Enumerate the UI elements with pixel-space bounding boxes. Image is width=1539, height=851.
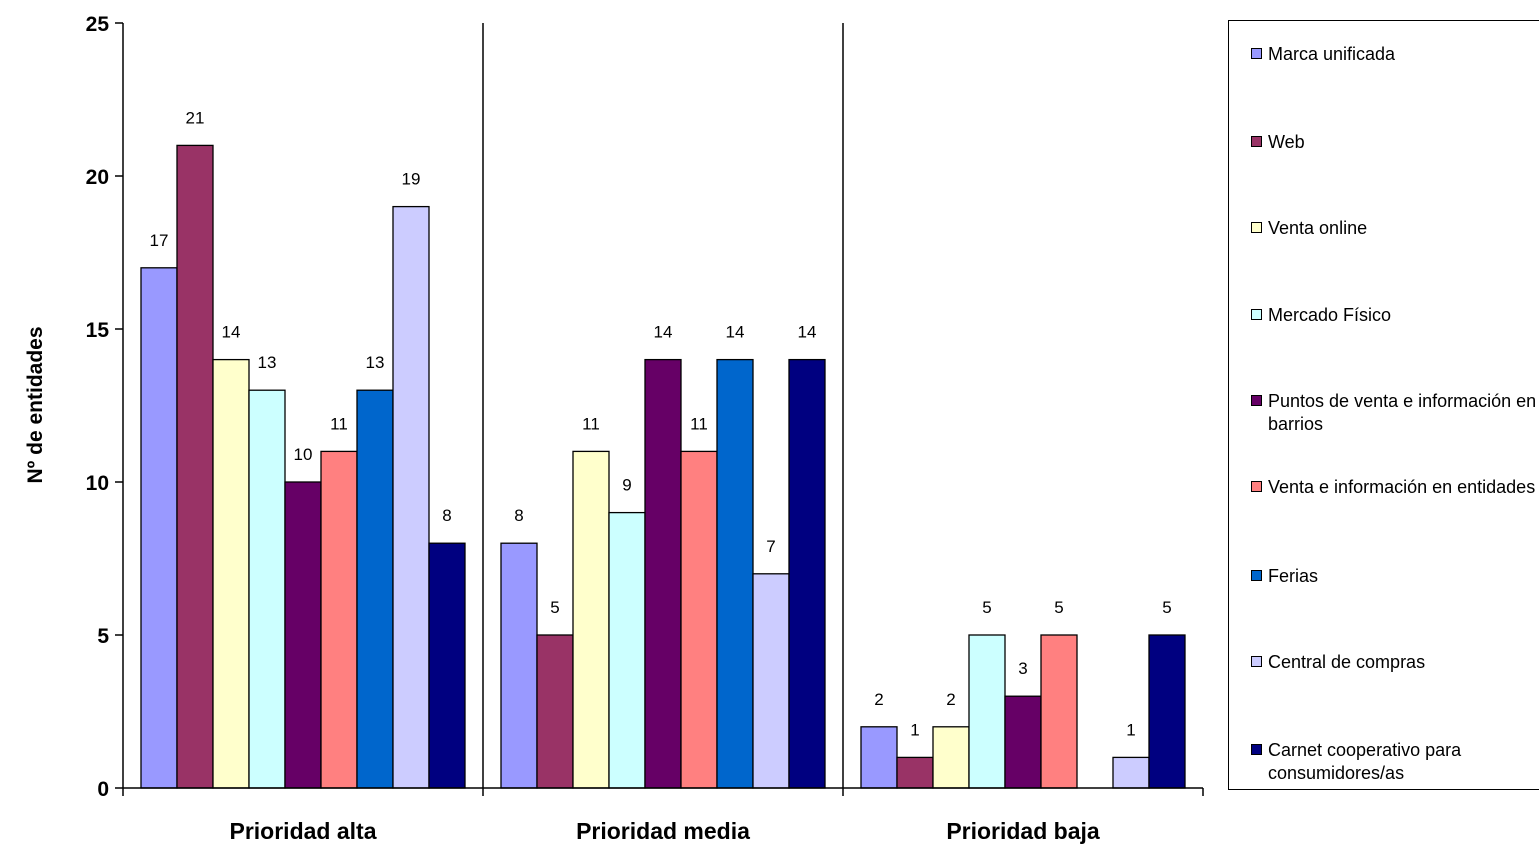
category-label: Prioridad media (576, 818, 750, 844)
legend-label: Venta e información en entidades (1268, 477, 1536, 497)
legend-swatch (1251, 48, 1262, 59)
legend-label: Puntos de venta e información en barrios (1268, 391, 1537, 434)
bar[interactable] (356, 389, 394, 789)
legend-swatch (1251, 656, 1262, 667)
category-label: Prioridad alta (230, 818, 377, 844)
bar[interactable] (752, 573, 790, 789)
y-tick-label: 5 (97, 625, 109, 648)
data-label: 8 (442, 506, 451, 525)
legend-item: Marca unificada (1251, 43, 1539, 66)
y-tick-label: 20 (86, 166, 109, 189)
data-label: 2 (874, 690, 883, 709)
bar[interactable] (968, 634, 1006, 789)
bar[interactable] (716, 358, 754, 789)
bar[interactable] (392, 205, 430, 789)
bar[interactable] (1112, 756, 1150, 789)
data-label: 5 (1054, 598, 1063, 617)
legend-item: Central de compras (1251, 651, 1539, 674)
bar[interactable] (788, 358, 826, 789)
data-label: 11 (690, 414, 708, 433)
bar[interactable] (572, 450, 610, 789)
bar[interactable] (896, 756, 934, 789)
data-label: 19 (402, 170, 421, 189)
y-tick-label: 15 (86, 319, 110, 342)
bar[interactable] (500, 542, 538, 789)
legend-item: Mercado Físico (1251, 304, 1539, 327)
data-label: 1 (910, 720, 919, 739)
legend: Marca unificada Web Venta online Mercado Fí… (1228, 20, 1539, 790)
bar[interactable] (320, 450, 358, 789)
legend-item: Venta online (1251, 217, 1539, 240)
legend-item: Ferias (1251, 565, 1539, 588)
legend-label: Ferias (1268, 566, 1319, 586)
bar[interactable] (428, 542, 466, 789)
bar[interactable] (248, 389, 286, 789)
bar[interactable] (1148, 634, 1186, 789)
data-label: 14 (654, 323, 673, 342)
plot-area: 17 8 2 21 5 1 14 11 2 13 9 5 10 14 3 11 11 5 13 14 19 7 1 8 14 5 0… (86, 13, 1204, 844)
category-label: Prioridad baja (946, 818, 1100, 844)
legend-swatch (1251, 136, 1262, 147)
legend-item: Web (1251, 131, 1539, 154)
data-label: 5 (1162, 598, 1171, 617)
data-label: 2 (946, 690, 955, 709)
data-label: 17 (150, 231, 169, 250)
y-axis-label: Nº de entidades (24, 326, 47, 483)
data-label: 8 (514, 506, 523, 525)
bar[interactable] (860, 726, 898, 789)
y-tick-label: 0 (97, 778, 109, 801)
data-label: 21 (186, 108, 205, 127)
data-label: 13 (258, 353, 277, 372)
legend-swatch (1251, 222, 1262, 233)
data-label: 5 (982, 598, 991, 617)
bar[interactable] (680, 450, 718, 789)
data-label: 14 (798, 323, 817, 342)
data-label: 10 (294, 445, 313, 464)
legend-swatch (1251, 570, 1262, 581)
legend-label: Mercado Físico (1268, 305, 1392, 325)
bar[interactable] (212, 358, 250, 789)
legend-swatch (1251, 395, 1262, 406)
data-label: 11 (330, 414, 348, 433)
y-tick-label: 10 (86, 472, 109, 495)
legend-label: Venta online (1268, 218, 1368, 238)
legend-label: Marca unificada (1268, 44, 1396, 64)
legend-swatch (1251, 481, 1262, 492)
legend-item: Venta e información en entidades (1251, 476, 1539, 499)
data-label: 14 (726, 323, 745, 342)
legend-item: Carnet cooperativo para consumidores/as (1251, 739, 1539, 785)
bar-chart: 17 8 2 21 5 1 14 11 2 13 9 5 10 14 3 11 11 5 13 14 19 7 1 8 14 5 0… (24, 13, 1204, 844)
bar[interactable] (608, 511, 646, 789)
data-label: 3 (1018, 659, 1027, 678)
bar[interactable] (536, 634, 574, 789)
legend-label: Central de compras (1268, 652, 1426, 672)
legend-swatch (1251, 744, 1262, 755)
bar[interactable] (644, 358, 682, 789)
data-label: 1 (1126, 720, 1135, 739)
data-label: 11 (582, 414, 600, 433)
bar[interactable] (284, 481, 322, 789)
data-label: 5 (550, 598, 559, 617)
bar[interactable] (140, 267, 178, 789)
legend-label: Carnet cooperativo para consumidores/as (1268, 740, 1462, 783)
data-label: 9 (622, 476, 631, 495)
legend-label: Web (1268, 132, 1305, 152)
bar[interactable] (932, 726, 970, 789)
bar[interactable] (176, 144, 214, 789)
data-label: 14 (222, 323, 241, 342)
y-tick-label: 25 (86, 13, 110, 36)
legend-swatch (1251, 309, 1262, 320)
data-label: 13 (366, 353, 385, 372)
bar[interactable] (1004, 695, 1042, 789)
legend-item: Puntos de venta e información en barrios (1251, 390, 1539, 436)
data-label: 7 (766, 537, 775, 556)
bar[interactable] (1040, 634, 1078, 789)
